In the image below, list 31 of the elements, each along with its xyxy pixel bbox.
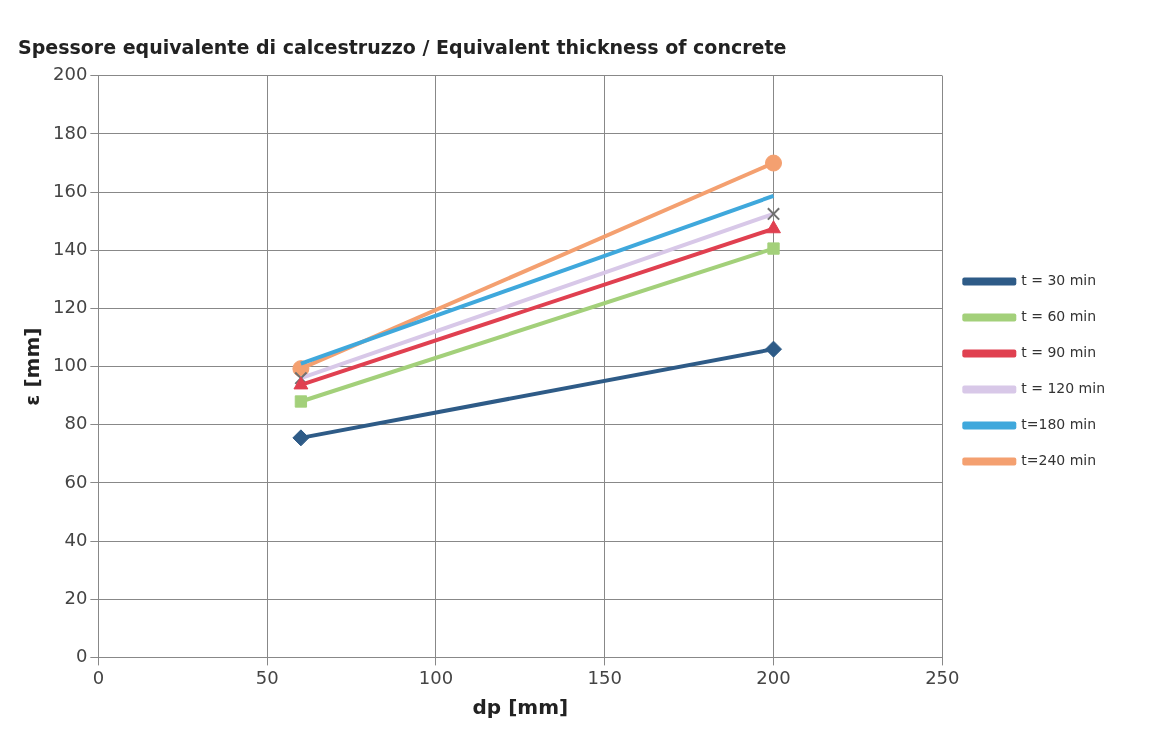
legend-label: t = 30 min (1021, 272, 1097, 289)
y-tick-label: 160 (53, 179, 88, 201)
x-tick-label: 150 (587, 666, 622, 688)
y-tick-label: 40 (64, 528, 88, 550)
chart-title: Spessore equivalente di calcestruzzo / Equivalent thickness of concrete (18, 36, 787, 59)
x-tick-label: 50 (255, 666, 279, 688)
legend-label: t=180 min (1021, 416, 1097, 433)
y-tick-label: 200 (53, 63, 88, 85)
x-axis-title: dp [mm] (472, 695, 569, 720)
point (765, 340, 783, 358)
legend-label: t = 60 min (1021, 308, 1097, 325)
y-tick-label: 120 (53, 296, 88, 318)
x-tick-label: 0 (92, 666, 105, 688)
x-tick-label: 200 (756, 666, 791, 688)
y-tick-label: 80 (64, 412, 88, 434)
point (765, 154, 783, 172)
legend-label: t = 90 min (1021, 344, 1097, 361)
y-tick-label: 0 (75, 645, 88, 667)
point (294, 395, 308, 408)
legend-label: t = 120 min (1021, 380, 1106, 397)
x-tick-label: 100 (418, 666, 454, 688)
legend-label: t=240 min (1021, 452, 1097, 469)
y-axis-title: ε [mm] (20, 327, 45, 406)
x-tick-label: 250 (925, 666, 960, 688)
point (292, 429, 310, 447)
point (767, 242, 780, 255)
y-tick-label: 60 (64, 470, 88, 492)
y-tick-label: 20 (64, 586, 88, 608)
y-tick-label: 100 (53, 354, 88, 376)
y-tick-label: 140 (53, 237, 88, 259)
y-tick-label: 180 (53, 121, 88, 143)
